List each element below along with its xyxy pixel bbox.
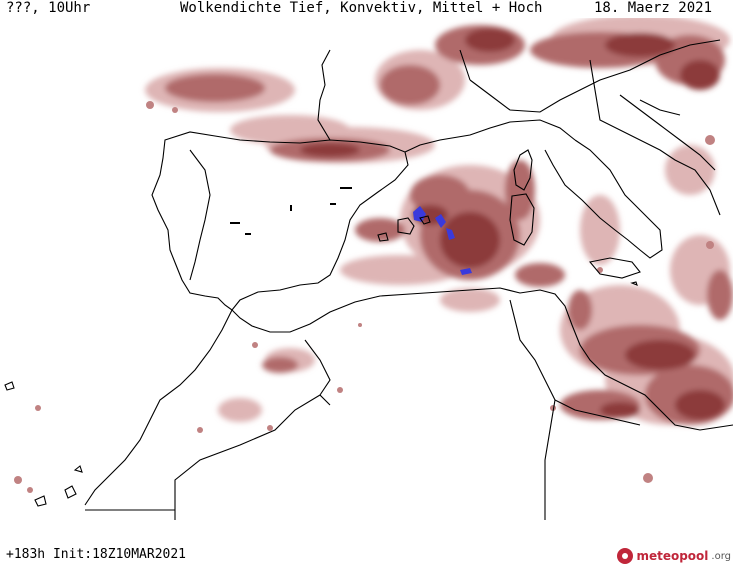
cloud-specks [14, 101, 715, 493]
cloud-layer [145, 18, 733, 425]
forecast-date: 18. Maerz 2021 [594, 0, 713, 16]
precipitation-patches [413, 206, 472, 275]
meteopool-logo[interactable]: meteopool .org [617, 548, 731, 564]
logo-name: meteopool [636, 549, 709, 563]
logo-icon [617, 548, 634, 564]
inland-water-marks [230, 187, 352, 235]
logo-tld: .org [711, 550, 731, 562]
cloud-density-map [4, 18, 733, 520]
forecast-init-label: +183h Init:18Z10MAR2021 [6, 547, 187, 562]
map-title: Wolkendichte Tief, Konvektiv, Mittel + H… [180, 0, 543, 16]
coastlines [4, 39, 733, 520]
forecast-time-label: ???, 10Uhr [6, 0, 91, 16]
